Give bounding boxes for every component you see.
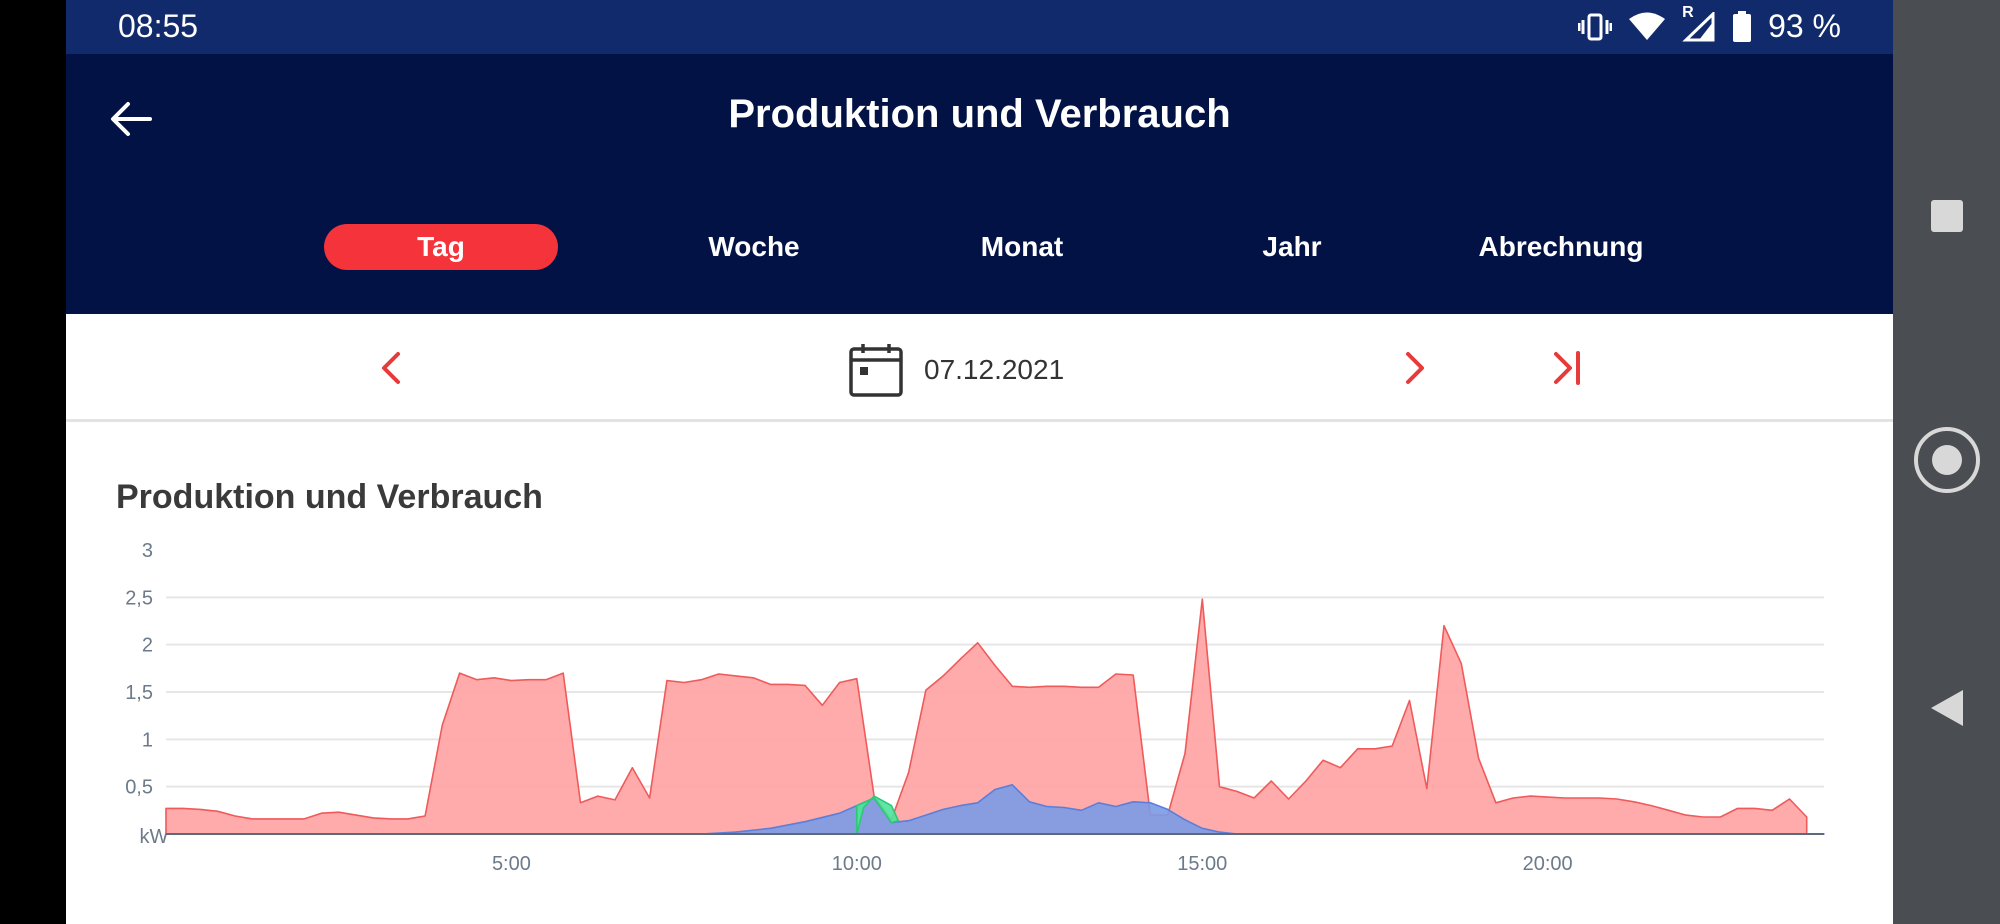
production-consumption-chart: 3 2,5 2 1,5 1 0,5 kW 5:00 10:00 15:00 20:00 bbox=[125, 540, 1825, 875]
page-title: Produktion und Verbrauch bbox=[728, 92, 1231, 136]
battery-level: 93 % bbox=[1768, 8, 1841, 44]
tab-woche[interactable]: Woche bbox=[708, 231, 800, 262]
recent-apps-icon[interactable] bbox=[1929, 198, 1965, 234]
y-tick-label: 3 bbox=[142, 540, 153, 562]
next-day-icon[interactable] bbox=[1394, 346, 1434, 390]
tab-monat[interactable]: Monat bbox=[980, 231, 1064, 262]
chart-series bbox=[165, 598, 1825, 835]
status-bar: 08:55 R 93 % bbox=[66, 0, 1893, 54]
signal-icon bbox=[1682, 11, 1715, 41]
x-tick-label: 5:00 bbox=[492, 853, 531, 875]
x-tick-label: 20:00 bbox=[1523, 853, 1573, 875]
app-window: 08:55 R 93 % bbox=[66, 0, 1893, 924]
wifi-icon bbox=[1629, 12, 1666, 40]
x-tick-label: 10:00 bbox=[832, 853, 882, 875]
y-tick-label: 2,5 bbox=[125, 587, 153, 609]
home-icon[interactable] bbox=[1913, 426, 1981, 494]
tab-abrechnung[interactable]: Abrechnung bbox=[1478, 231, 1644, 262]
status-icons: R 93 % bbox=[1578, 4, 1841, 45]
tab-jahr[interactable]: Jahr bbox=[1262, 231, 1322, 262]
selected-date[interactable]: 07.12.2021 bbox=[924, 354, 1065, 385]
y-tick-label: 0,5 bbox=[125, 777, 153, 799]
y-tick-label: 1,5 bbox=[125, 682, 153, 704]
date-navigation: 07.12.2021 bbox=[66, 314, 1893, 422]
consumption-area bbox=[165, 598, 1808, 835]
production-area bbox=[165, 784, 1825, 835]
left-screen-edge bbox=[0, 0, 66, 924]
roaming-label: R bbox=[1682, 3, 1694, 21]
back-arrow-icon[interactable] bbox=[106, 94, 156, 144]
battery-icon bbox=[1733, 10, 1752, 42]
tab-tag[interactable]: Tag bbox=[324, 224, 558, 270]
y-tick-label: 2 bbox=[142, 635, 153, 657]
chart-title: Produktion und Verbrauch bbox=[116, 478, 543, 516]
back-nav-icon[interactable] bbox=[1927, 688, 1967, 728]
previous-day-icon[interactable] bbox=[372, 346, 412, 390]
period-tabs: Tag Woche Monat Jahr Abrechnung bbox=[66, 224, 1893, 270]
vibrate-icon bbox=[1578, 13, 1613, 40]
status-time: 08:55 bbox=[118, 8, 199, 44]
surplus-area bbox=[856, 795, 900, 835]
calendar-icon[interactable] bbox=[848, 342, 904, 398]
app-header: Produktion und Verbrauch Tag Woche Monat… bbox=[66, 54, 1893, 314]
y-tick-label: 1 bbox=[142, 729, 153, 751]
jump-to-today-icon[interactable] bbox=[1548, 346, 1588, 390]
x-axis-ticks: 5:00 10:00 15:00 20:00 bbox=[492, 853, 1573, 875]
x-tick-label: 15:00 bbox=[1177, 853, 1227, 875]
signal-indicator: R bbox=[1682, 4, 1716, 42]
y-axis-unit-label: kW bbox=[140, 826, 169, 848]
y-axis-ticks: 3 2,5 2 1,5 1 0,5 bbox=[125, 540, 153, 799]
android-nav-bar bbox=[1893, 0, 2000, 924]
